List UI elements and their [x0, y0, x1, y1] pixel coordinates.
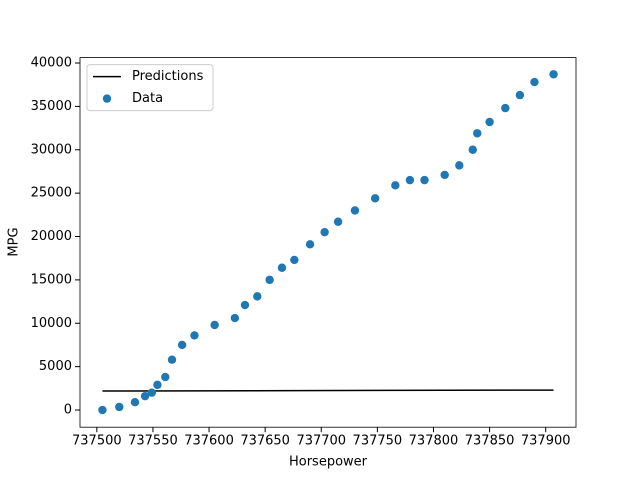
x-tick-label: 737600	[184, 434, 234, 449]
y-tick-label: 10000	[31, 316, 72, 331]
prediction-line	[102, 389, 554, 392]
x-tick-label: 737700	[296, 434, 346, 449]
x-tick-label: 737850	[465, 434, 515, 449]
data-point	[147, 388, 157, 397]
y-tick-label: 25000	[31, 186, 72, 201]
data-point	[455, 161, 464, 170]
legend-label: Data	[132, 91, 163, 106]
data-point	[485, 117, 494, 127]
data-point	[265, 275, 274, 285]
data-point	[167, 355, 177, 364]
data-point	[468, 145, 477, 154]
y-tick-label: 40000	[31, 55, 72, 70]
data-point	[320, 227, 329, 237]
data-point	[98, 405, 107, 415]
x-tick-label: 737650	[240, 434, 290, 449]
x-tick-label: 737750	[353, 434, 403, 449]
y-tick-label: 15000	[31, 272, 72, 287]
data-point	[290, 255, 299, 265]
data-point	[190, 331, 199, 340]
y-axis-label: MPG	[7, 227, 22, 256]
y-tick-label: 30000	[31, 142, 72, 157]
data-point	[177, 340, 187, 350]
x-tick-label: 737900	[521, 434, 571, 449]
data-point	[277, 263, 287, 272]
y-tick-label: 0	[64, 403, 72, 418]
y-tick-label: 35000	[31, 99, 72, 114]
x-axis-label: Horsepower	[289, 455, 368, 470]
data-point	[549, 70, 558, 79]
data-point	[370, 194, 380, 203]
data-point	[420, 175, 429, 185]
data-point	[515, 90, 525, 100]
x-tick-label: 737500	[72, 434, 122, 449]
data-point	[210, 320, 219, 330]
y-tick-label: 20000	[31, 229, 72, 244]
legend-label: Predictions	[132, 69, 204, 84]
data-point	[350, 206, 360, 215]
data-point	[501, 103, 510, 113]
data-point	[405, 175, 415, 185]
y-tick-label: 5000	[39, 359, 72, 374]
data-point	[130, 398, 140, 407]
legend: Predictions Data	[86, 64, 214, 112]
data-point	[153, 380, 162, 390]
data-point	[333, 217, 343, 226]
data-point	[305, 240, 315, 249]
data-point	[391, 181, 400, 190]
data-point	[240, 300, 250, 310]
data-point	[530, 77, 539, 87]
x-tick-label: 737550	[128, 434, 178, 449]
data-point	[440, 170, 449, 180]
legend-marker	[102, 94, 112, 103]
data-point	[161, 372, 170, 382]
data-point	[253, 292, 262, 301]
x-tick-label: 737800	[409, 434, 459, 449]
data-point	[473, 129, 482, 138]
data-point	[230, 313, 240, 323]
data-point	[115, 402, 124, 412]
plot-frame	[79, 57, 577, 428]
data-point	[140, 391, 150, 401]
